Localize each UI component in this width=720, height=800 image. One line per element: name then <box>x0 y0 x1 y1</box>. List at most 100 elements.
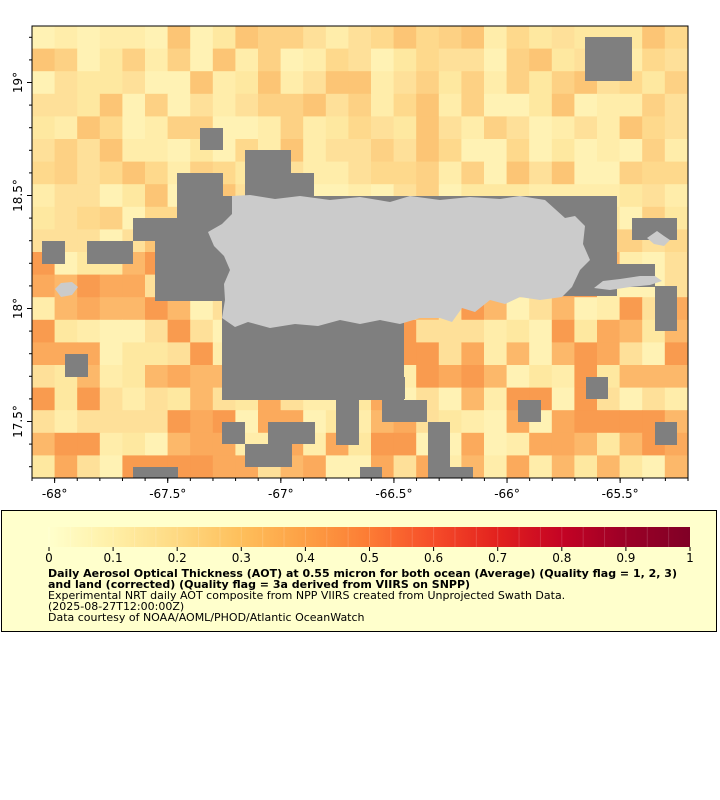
axis-ticks: -68° -67.5° -67° -66.5° -66° -65.5° 19° 18.5° 18… <box>11 36 689 501</box>
aot-cell <box>145 387 169 411</box>
aot-cell <box>461 161 485 185</box>
aot-cell <box>506 297 530 321</box>
aot-cell <box>235 71 259 95</box>
aot-cell <box>54 93 78 117</box>
aot-cell <box>32 139 56 163</box>
aot-cell <box>190 297 214 321</box>
aot-cell <box>664 365 688 389</box>
aot-cell <box>122 432 146 456</box>
no-data-cell <box>360 467 382 478</box>
aot-cell <box>99 184 123 208</box>
aot-cell <box>32 161 56 185</box>
no-data-cell <box>133 467 178 478</box>
aot-cell <box>529 297 553 321</box>
aot-cell <box>325 48 349 72</box>
aot-cell <box>438 93 462 117</box>
aot-cell <box>461 410 485 434</box>
aot-cell <box>212 93 236 117</box>
aot-cell <box>393 139 417 163</box>
aot-cell <box>325 71 349 95</box>
aot-cell <box>529 365 553 389</box>
legend-description: Experimental NRT daily AOT composite fro… <box>48 589 566 602</box>
no-data-cell <box>655 286 677 331</box>
aot-cell <box>416 319 440 343</box>
aot-cell <box>167 116 191 140</box>
aot-cell <box>461 365 485 389</box>
aot-cell <box>99 319 123 343</box>
y-tick-label: 18° <box>11 298 25 319</box>
aot-cell <box>32 365 56 389</box>
aot-cell <box>597 342 621 366</box>
x-tick-label: -67.5° <box>149 487 186 501</box>
aot-cell <box>190 71 214 95</box>
aot-cell <box>642 455 666 478</box>
legend-date: (2025-08-27T12:00:00Z) <box>48 600 185 613</box>
aot-cell <box>122 274 146 298</box>
aot-cell <box>99 139 123 163</box>
aot-cell <box>619 410 643 434</box>
aot-cell <box>461 342 485 366</box>
aot-cell <box>597 297 621 321</box>
aot-cell <box>99 116 123 140</box>
aot-cell <box>77 432 101 456</box>
aot-cell <box>325 455 349 478</box>
aot-cell <box>145 26 169 50</box>
no-data-cell <box>586 377 608 399</box>
aot-cell <box>303 139 327 163</box>
aot-cell <box>484 319 508 343</box>
aot-cell <box>416 71 440 95</box>
aot-cell <box>506 365 530 389</box>
aot-cell <box>54 206 78 230</box>
map-frame <box>31 25 689 479</box>
aot-cell <box>416 116 440 140</box>
colorbar-tick-label: 0 <box>45 551 53 565</box>
aot-cell <box>393 161 417 185</box>
aot-cell <box>438 161 462 185</box>
aot-cell <box>664 387 688 411</box>
aot-cell <box>416 93 440 117</box>
aot-cell <box>77 410 101 434</box>
aot-cell <box>167 139 191 163</box>
aot-cell <box>371 93 395 117</box>
colorbar-tick-label: 0.4 <box>296 551 315 565</box>
aot-cell <box>529 342 553 366</box>
aot-cell <box>484 410 508 434</box>
aot-cell <box>438 319 462 343</box>
aot-cell <box>32 116 56 140</box>
aot-cell <box>551 387 575 411</box>
colorbar-tick-label: 0.7 <box>488 551 507 565</box>
aot-cell <box>619 184 643 208</box>
aot-cell <box>167 93 191 117</box>
aot-cell <box>597 116 621 140</box>
aot-cell <box>303 71 327 95</box>
aot-cell <box>280 116 304 140</box>
aot-cell <box>642 365 666 389</box>
no-data-cell <box>360 377 405 399</box>
aot-cell <box>484 455 508 478</box>
aot-cell <box>574 455 598 478</box>
aot-cell <box>371 116 395 140</box>
aot-cell <box>32 432 56 456</box>
y-tick-label: 17.5° <box>11 405 25 438</box>
aot-cell <box>438 71 462 95</box>
aot-cell <box>145 342 169 366</box>
aot-cell <box>529 455 553 478</box>
aot-cell <box>303 455 327 478</box>
aot-cell <box>325 139 349 163</box>
aot-cell <box>54 432 78 456</box>
aot-cell <box>32 184 56 208</box>
aot-cell <box>642 161 666 185</box>
aot-cell <box>438 365 462 389</box>
aot-cell <box>99 161 123 185</box>
aot-cell <box>77 139 101 163</box>
aot-cell <box>551 26 575 50</box>
aot-cell <box>303 93 327 117</box>
colorbar-tick-label: 0.6 <box>424 551 443 565</box>
aot-cell <box>574 319 598 343</box>
aot-cell <box>642 139 666 163</box>
aot-cell <box>551 71 575 95</box>
aot-cell <box>461 432 485 456</box>
aot-cell <box>32 455 56 478</box>
aot-cell <box>99 432 123 456</box>
aot-cell <box>77 71 101 95</box>
